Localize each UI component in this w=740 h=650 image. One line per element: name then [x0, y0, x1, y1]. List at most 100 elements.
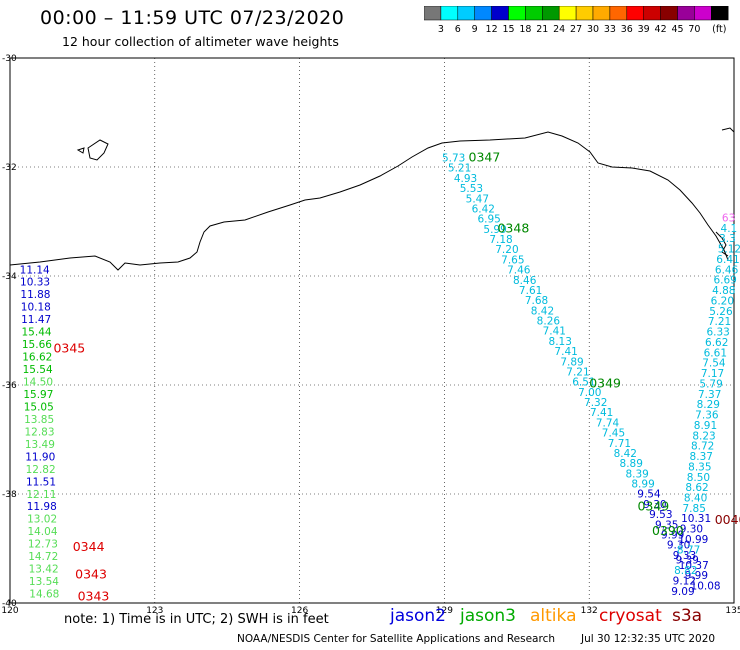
footer-credit: NOAA/NESDIS Center for Satellite Applica…: [237, 633, 555, 645]
wave-height-value: 10.99: [678, 534, 708, 546]
colorbar-label: 39: [638, 24, 650, 35]
wave-height-value: 7.61: [519, 285, 542, 297]
wave-height-value: 10.31: [681, 513, 711, 525]
wave-height-value: 15.44: [22, 327, 52, 339]
lat-label: -36: [2, 381, 17, 391]
map-subtitle: 12 hour collection of altimeter wave hei…: [62, 34, 339, 49]
wave-height-value: 8.82: [674, 565, 697, 577]
wave-height-value: 8.39: [625, 468, 648, 480]
wave-height-value: 8.29: [697, 399, 720, 411]
wave-height-value: 8.23: [692, 430, 715, 442]
wave-height-value: 8.77: [677, 544, 700, 556]
wave-height-value: 8.91: [694, 420, 717, 432]
wave-height-value: 7.32: [584, 397, 607, 409]
wave-height-value: 14.68: [29, 589, 59, 601]
wave-height-value: 12.82: [26, 464, 56, 476]
wave-height-value: 7.68: [525, 295, 548, 307]
track-east: 634.13.35.126.416.466.694.886.205.267.21…: [671, 213, 740, 598]
wave-height-value: 15.05: [24, 401, 54, 413]
coastline-island: [76, 139, 109, 161]
legend-altika: altika: [530, 606, 577, 626]
track-time-label: 0343: [75, 566, 107, 581]
wave-height-value: 5.21: [448, 163, 471, 175]
wave-height-value: 9.99: [685, 570, 708, 582]
wave-height-value: 8.89: [620, 458, 643, 470]
track-west: 11.1410.3311.8810.1811.4715.4415.6616.62…: [20, 264, 60, 600]
wave-height-value: 13.54: [29, 576, 59, 588]
wave-height-value: 9.35: [655, 519, 678, 531]
wave-height-value: 7.74: [596, 417, 620, 429]
legend-jason3: jason3: [460, 606, 516, 626]
track-time-label: 0345: [53, 340, 85, 355]
wave-height-value: 14.50: [23, 377, 53, 389]
colorbar-label: 30: [587, 24, 599, 35]
colorbar-label: 18: [519, 24, 531, 35]
wave-height-value: 6.46: [715, 264, 739, 276]
lat-label: -30: [2, 54, 17, 64]
colorbar-label: 24: [553, 24, 565, 35]
colorbar-label: 36: [621, 24, 633, 35]
wave-height-value: 8.40: [684, 492, 707, 504]
wave-height-value: 7.21: [708, 316, 731, 328]
wave-height-value: 5.26: [709, 306, 733, 318]
wave-height-value: 12.11: [26, 489, 56, 501]
wave-height-value: 7.17: [701, 368, 724, 380]
wave-height-value: 6.95: [477, 214, 500, 226]
legend-s3a: s3a: [672, 606, 703, 626]
colorbar-label: 42: [655, 24, 667, 35]
wave-height-value: 6.61: [704, 347, 727, 359]
track-time-label: 0347: [469, 150, 501, 165]
track-central: 5.735.214.935.535.476.426.955.997.187.20…: [442, 153, 721, 593]
wave-height-value: 7.71: [608, 438, 631, 450]
footer-timestamp: Jul 30 12:32:35 UTC 2020: [581, 633, 716, 645]
wave-height-value: 9.30: [680, 524, 703, 536]
wave-height-value: 5.99: [483, 224, 506, 236]
wave-height-value: 9.30: [667, 540, 690, 552]
wave-height-value: 9.30: [643, 499, 666, 511]
wave-height-value: 11.14: [20, 264, 50, 276]
lat-label: -34: [2, 272, 17, 282]
wave-height-value: 11.98: [27, 501, 57, 513]
wave-height-value: 7.46: [507, 265, 531, 277]
lat-label: -32: [2, 163, 17, 173]
wave-height-value: 7.41: [543, 326, 566, 338]
wave-height-value: 7.00: [578, 387, 601, 399]
wave-height-value: 5.73: [442, 153, 465, 165]
wave-height-value: 9.53: [649, 509, 672, 521]
wave-height-value: 6.42: [472, 203, 495, 215]
wave-height-value: 7.45: [602, 428, 625, 440]
wave-height-value: 13.42: [29, 564, 59, 576]
wave-height-value: 14.72: [28, 551, 58, 563]
wave-height-value: 11.51: [26, 476, 56, 488]
wave-height-value: 7.41: [554, 346, 577, 358]
colorbar-label: 33: [604, 24, 616, 35]
lon-label: 135: [725, 606, 740, 616]
wave-height-value: 7.85: [683, 503, 706, 515]
axis-labels: 120 123 126 129 132 135 -30 -32 -34 -36 -38 -40: [1, 54, 740, 616]
wave-height-value: 8.37: [690, 451, 713, 463]
wave-height-value: 6.41: [716, 254, 739, 266]
wave-height-value: 10.08: [691, 580, 721, 592]
wave-height-value: 8.99: [631, 479, 654, 491]
wave-height-value: 15.54: [23, 364, 53, 376]
wave-height-value: 12.73: [28, 539, 58, 551]
legend-cryosat: cryosat: [599, 606, 662, 626]
lon-label: 129: [436, 606, 453, 616]
wave-height-value: 9.39: [675, 555, 698, 567]
wave-height-value: 11.88: [20, 289, 50, 301]
colorbar-label: 12: [486, 24, 498, 35]
colorbar-label: 27: [570, 24, 582, 35]
wave-height-value: 8.26: [537, 316, 561, 328]
track-time-label: 0348: [497, 220, 529, 235]
wave-height-value: 13.02: [27, 514, 57, 526]
wave-height-value: 6.51: [572, 377, 595, 389]
wave-height-value: 6.62: [705, 337, 728, 349]
wave-height-value: 5.47: [466, 193, 489, 205]
wave-height-value: 4.93: [454, 173, 477, 185]
colorbar-label: 70: [688, 24, 700, 35]
wave-height-value: 16.62: [22, 352, 52, 364]
wave-height-value: 7.65: [501, 254, 524, 266]
